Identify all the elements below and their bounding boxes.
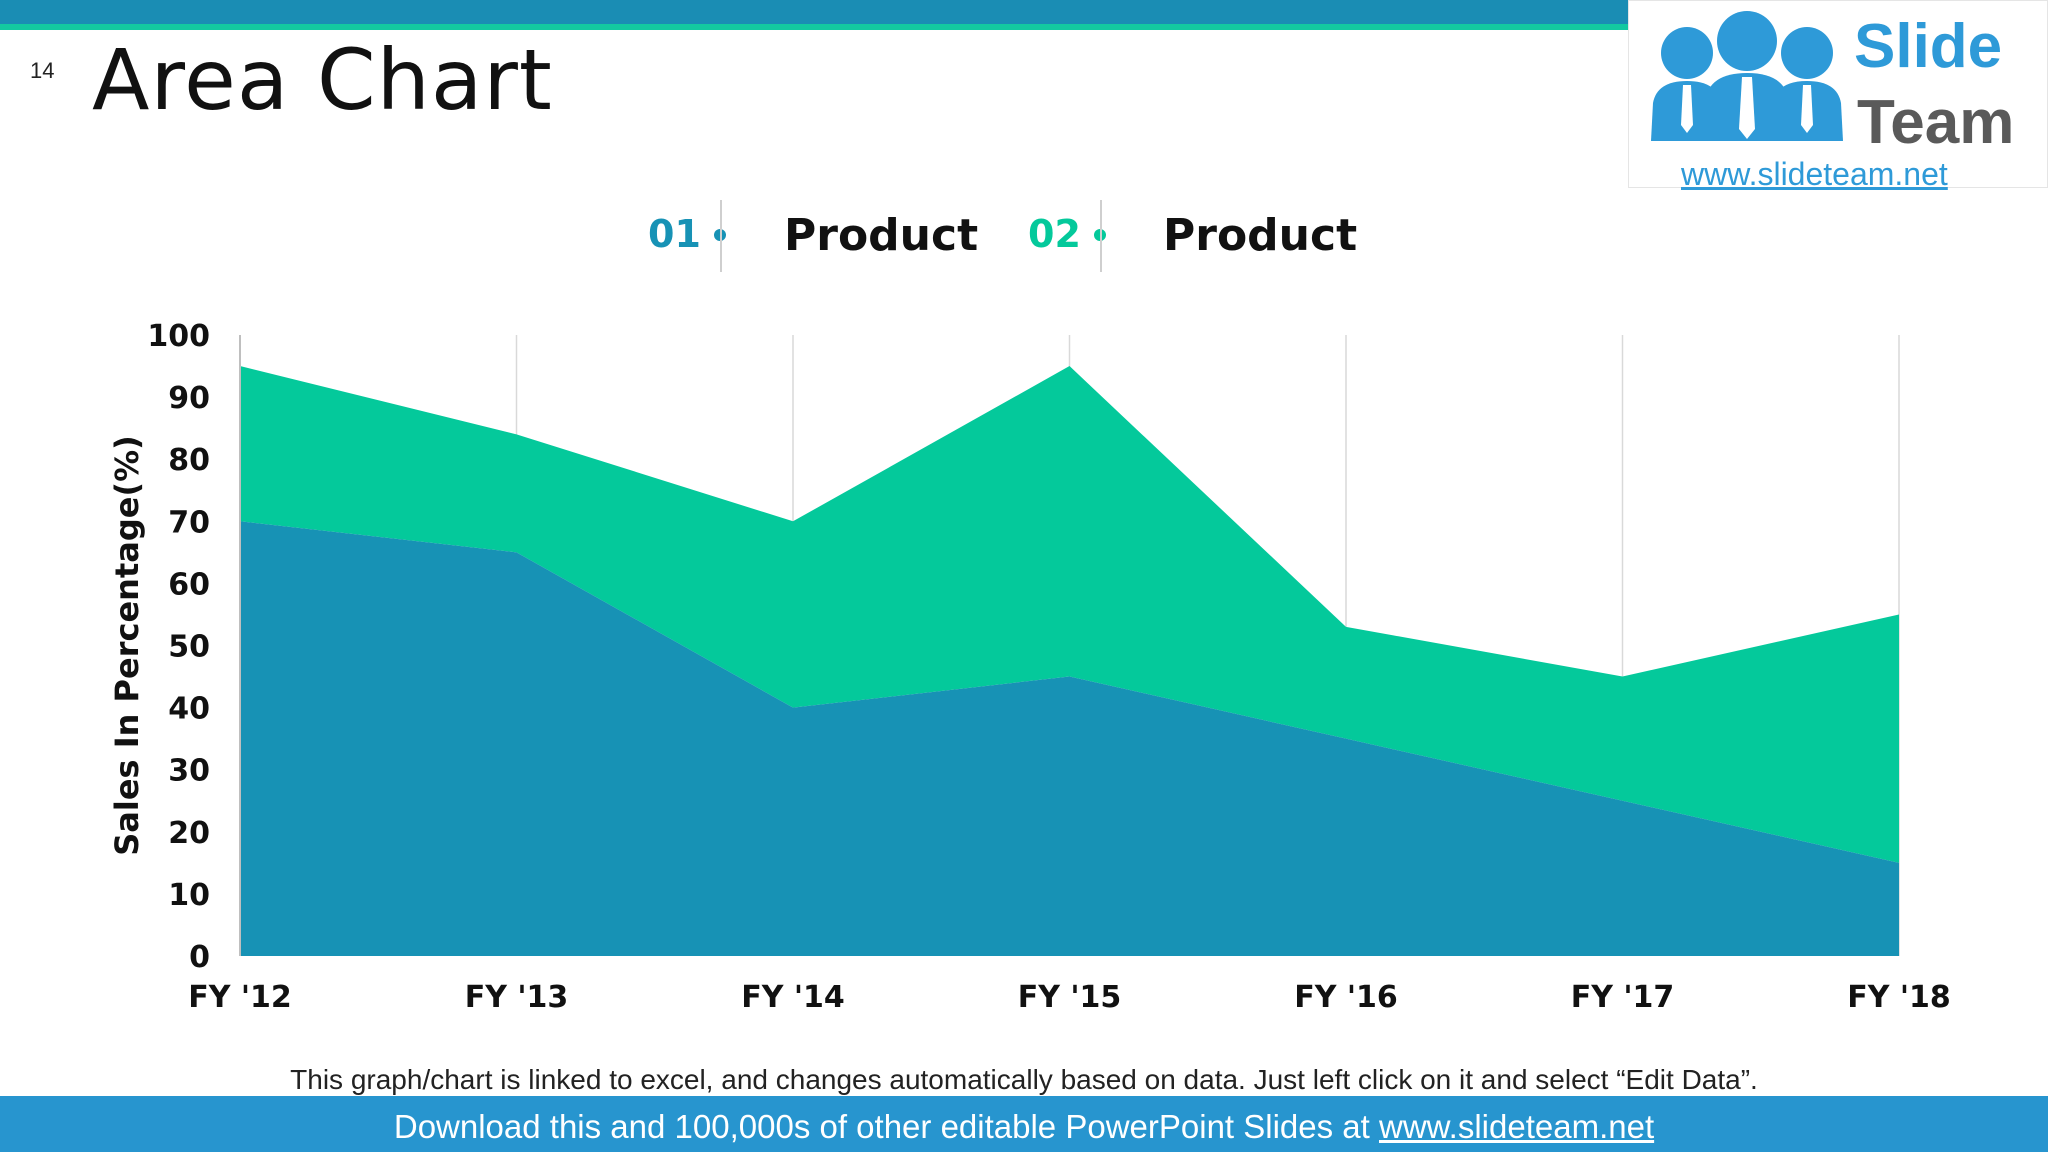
y-tick-label: 100 <box>147 319 210 354</box>
legend-number-1: 01 <box>648 212 701 256</box>
y-tick-label: 50 <box>168 630 210 665</box>
y-tick-label: 90 <box>168 381 210 416</box>
y-tick-label: 40 <box>168 692 210 727</box>
legend-label-2: Product <box>1163 210 1358 261</box>
y-tick-label: 30 <box>168 754 210 789</box>
y-tick-label: 0 <box>189 940 210 975</box>
area-series-1 <box>240 521 1899 956</box>
legend-label-1: Product <box>784 210 979 261</box>
people-icon <box>1651 11 1843 141</box>
chart-note: This graph/chart is linked to excel, and… <box>290 1064 1758 1095</box>
x-tick-label: FY '17 <box>1571 980 1675 1015</box>
legend-separator-1 <box>720 200 722 272</box>
slide-number: 14 <box>30 58 55 83</box>
x-tick-label: FY '14 <box>741 980 845 1015</box>
legend-separator-2 <box>1100 200 1102 272</box>
x-tick-label: FY '13 <box>465 980 569 1015</box>
logo-url-link[interactable]: www.slideteam.net <box>1681 156 1948 192</box>
y-tick-label: 80 <box>168 443 210 478</box>
y-axis-title: Sales In Percentage(%) <box>108 435 146 856</box>
page-title: Area Chart <box>92 31 553 129</box>
logo-word-slide: Slide <box>1854 12 2003 81</box>
logo-word-team: Team <box>1857 88 2015 157</box>
legend-number-2: 02 <box>1028 212 1081 256</box>
footer-prefix: Download this and 100,000s of other edit… <box>393 1108 1379 1145</box>
x-tick-label: FY '16 <box>1294 980 1398 1015</box>
top-bar-accent <box>0 24 2048 30</box>
x-tick-label: FY '12 <box>188 980 292 1015</box>
y-tick-label: 10 <box>168 878 210 913</box>
area-series-2 <box>240 366 1899 863</box>
x-tick-label: FY '18 <box>1847 980 1951 1015</box>
y-tick-label: 70 <box>168 505 210 540</box>
footer-link[interactable]: www.slideteam.net <box>1379 1108 1655 1145</box>
footer-bar <box>0 1096 2048 1152</box>
y-tick-label: 20 <box>168 816 210 851</box>
y-tick-label: 60 <box>168 567 210 602</box>
footer-text: Download this and 100,000s of other edit… <box>0 1108 2048 1146</box>
x-tick-label: FY '15 <box>1018 980 1122 1015</box>
slideteam-logo: Slide Team www.slideteam.net <box>1628 0 2048 192</box>
